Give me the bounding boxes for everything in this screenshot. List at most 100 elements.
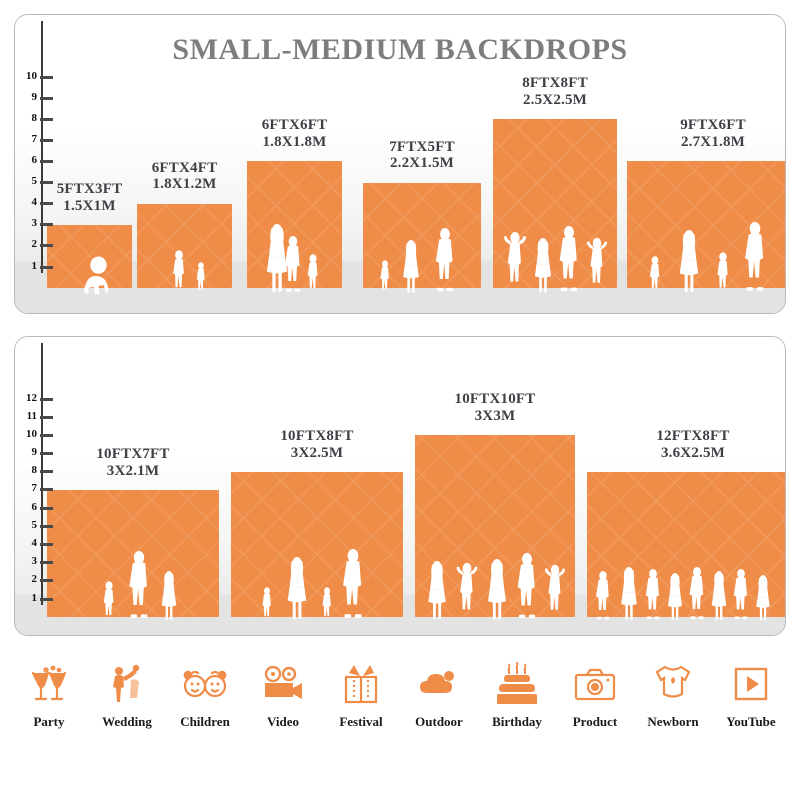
- bar-size-label: 6FTX6FT 1.8X1.8M: [225, 117, 364, 151]
- bar-size-feet: 10FTX8FT: [280, 427, 354, 444]
- size-bar: [627, 161, 785, 289]
- size-bar: [493, 119, 617, 289]
- y-tick-label: 6: [31, 500, 38, 513]
- usage-item-product[interactable]: Product: [556, 660, 634, 730]
- cloud-icon: [413, 660, 465, 708]
- usage-item-label: Product: [572, 714, 618, 729]
- usage-item-wedding[interactable]: Wedding: [88, 660, 166, 730]
- size-bar: [363, 182, 481, 289]
- y-tick-label: 10: [26, 427, 37, 440]
- bar-texture: [415, 435, 575, 618]
- y-axis-line: [41, 343, 43, 605]
- y-tick-label: 3: [31, 217, 38, 230]
- bar-size-label: 8FTX8FT 2.5X2.5M: [471, 75, 639, 109]
- y-tick-label: 9: [31, 446, 38, 459]
- usage-item-label: Birthday: [492, 714, 542, 729]
- play-button-icon: [725, 660, 777, 708]
- bar-texture: [47, 224, 132, 289]
- y-tick-mark: [40, 470, 53, 474]
- y-tick-label: 8: [31, 111, 38, 124]
- y-tick-label: 5: [31, 175, 38, 188]
- bar-texture: [587, 471, 785, 618]
- bar-size-meters: 3X3M: [474, 408, 516, 425]
- y-tick-label: 11: [26, 409, 37, 422]
- bar-texture: [47, 489, 219, 618]
- y-tick-mark: [40, 433, 53, 437]
- y-tick-mark: [40, 202, 53, 206]
- usage-item-birthday[interactable]: Birthday: [478, 660, 556, 730]
- bar-texture: [627, 161, 785, 289]
- y-tick-mark: [40, 488, 53, 492]
- bar-size-label: 10FTX8FT 3X2.5M: [209, 428, 425, 462]
- bar-size-feet: 5FTX3FT: [56, 180, 123, 197]
- y-tick-mark: [40, 524, 53, 528]
- usage-item-youtube[interactable]: YouTube: [712, 660, 790, 730]
- usage-item-video[interactable]: Video: [244, 660, 322, 730]
- y-tick-mark: [40, 159, 53, 163]
- bar-size-label: 12FTX8FT 3.6X2.5M: [565, 427, 785, 462]
- size-bar: [137, 203, 232, 289]
- bar-size-feet: 8FTX8FT: [522, 75, 588, 92]
- y-tick-mark: [40, 506, 53, 510]
- bar-size-feet: 6FTX4FT: [151, 159, 218, 176]
- y-tick-mark: [40, 117, 53, 121]
- bar-size-meters: 2.7X1.8M: [680, 134, 746, 151]
- children-faces-icon: [179, 660, 231, 708]
- y-tick-label: 10: [26, 69, 37, 82]
- y-tick-label: 2: [31, 238, 38, 251]
- y-tick-mark: [40, 181, 53, 185]
- size-bar: [47, 224, 132, 289]
- y-tick-label: 2: [31, 573, 38, 586]
- usage-item-label: Video: [266, 714, 300, 729]
- y-tick-mark: [40, 397, 53, 401]
- bar-size-feet: 9FTX6FT: [680, 117, 746, 134]
- bar-size-meters: 3X2.5M: [290, 444, 344, 461]
- usage-item-outdoor[interactable]: Outdoor: [400, 660, 478, 730]
- champagne-glasses-icon: [23, 660, 75, 708]
- size-bar: [415, 435, 575, 618]
- bar-size-label: 5FTX3FT 1.5X1M: [25, 181, 154, 215]
- usage-item-label: Newborn: [647, 714, 699, 729]
- y-tick-label: 5: [31, 518, 38, 531]
- y-tick-mark: [40, 452, 53, 456]
- y-tick-mark: [40, 96, 53, 100]
- y-tick-mark: [40, 542, 53, 546]
- usage-category-row: Party Wedding Children Video Festival: [10, 660, 790, 760]
- y-tick-mark: [40, 265, 53, 269]
- size-bar: [47, 489, 219, 618]
- bar-size-label: 7FTX5FT 2.2X1.5M: [341, 139, 503, 173]
- usage-item-newborn[interactable]: Newborn: [634, 660, 712, 730]
- bar-size-meters: 3X2.1M: [106, 462, 160, 479]
- y-tick-label: 8: [31, 464, 38, 477]
- bar-size-label: 6FTX4FT 1.8X1.2M: [115, 160, 254, 194]
- y-tick-mark: [40, 75, 53, 79]
- usage-item-label: Party: [33, 714, 65, 729]
- usage-item-party[interactable]: Party: [10, 660, 88, 730]
- y-tick-mark: [40, 579, 53, 583]
- usage-item-children[interactable]: Children: [166, 660, 244, 730]
- y-tick-mark: [40, 138, 53, 142]
- y-tick-label: 9: [31, 90, 38, 103]
- bar-size-meters: 3.6X2.5M: [660, 444, 726, 461]
- y-axis-line: [41, 21, 43, 273]
- bar-texture: [363, 182, 481, 289]
- bar-size-label: 10FTX10FT 3X3M: [393, 391, 597, 425]
- y-tick-mark: [40, 415, 53, 419]
- bar-size-feet: 10FTX7FT: [96, 445, 170, 462]
- usage-item-festival[interactable]: Festival: [322, 660, 400, 730]
- chart-panel-small-medium: 1 2 3 4 5: [14, 14, 786, 314]
- bar-size-meters: 1.8X1.8M: [262, 134, 327, 151]
- bar-size-feet: 10FTX10FT: [454, 391, 536, 408]
- y-tick-label: 6: [31, 153, 38, 166]
- bar-texture: [137, 203, 232, 289]
- film-camera-icon: [257, 660, 309, 708]
- y-tick-label: 12: [26, 391, 37, 404]
- y-tick-mark: [40, 597, 53, 601]
- bar-size-meters: 1.8X1.2M: [152, 176, 217, 193]
- y-tick-label: 4: [31, 196, 38, 209]
- plot-area-2: 1 2 3 4 5: [15, 337, 785, 635]
- bar-size-meters: 2.2X1.5M: [389, 155, 455, 172]
- usage-item-label: Children: [180, 714, 230, 729]
- y-tick-label: 3: [31, 555, 38, 568]
- bar-size-feet: 12FTX8FT: [656, 427, 730, 444]
